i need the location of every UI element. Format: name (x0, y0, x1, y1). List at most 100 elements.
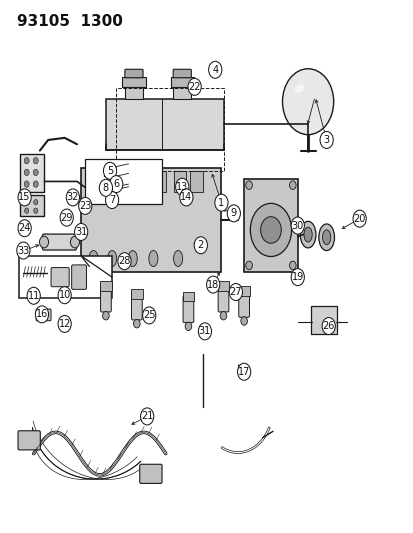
Text: 6: 6 (113, 179, 119, 189)
FancyBboxPatch shape (218, 285, 228, 312)
Text: 23: 23 (79, 201, 91, 211)
FancyBboxPatch shape (18, 431, 40, 450)
Circle shape (33, 158, 38, 164)
Circle shape (206, 276, 219, 293)
Text: 9: 9 (230, 208, 236, 219)
Circle shape (290, 217, 304, 234)
Ellipse shape (294, 84, 304, 93)
Text: 31: 31 (75, 227, 87, 237)
Text: 21: 21 (141, 411, 153, 422)
Circle shape (58, 287, 71, 304)
Circle shape (60, 209, 73, 226)
Circle shape (188, 78, 201, 95)
Text: 1: 1 (218, 198, 224, 208)
FancyBboxPatch shape (51, 268, 69, 287)
Circle shape (290, 269, 304, 286)
Circle shape (185, 322, 191, 330)
Text: 29: 29 (60, 213, 73, 223)
Circle shape (245, 181, 252, 189)
Ellipse shape (128, 251, 137, 266)
FancyBboxPatch shape (173, 87, 191, 99)
Text: 25: 25 (142, 310, 155, 320)
FancyBboxPatch shape (182, 292, 194, 301)
FancyBboxPatch shape (91, 171, 104, 192)
Circle shape (24, 199, 28, 205)
FancyBboxPatch shape (106, 99, 223, 150)
FancyBboxPatch shape (71, 265, 86, 289)
Circle shape (109, 175, 123, 192)
FancyBboxPatch shape (217, 281, 229, 290)
Circle shape (24, 169, 29, 175)
Text: 3: 3 (323, 135, 329, 145)
Text: 24: 24 (19, 223, 31, 233)
FancyBboxPatch shape (311, 306, 336, 334)
FancyBboxPatch shape (42, 234, 76, 250)
FancyBboxPatch shape (19, 256, 112, 298)
Circle shape (24, 208, 28, 213)
Circle shape (18, 220, 31, 237)
Circle shape (33, 169, 38, 175)
FancyBboxPatch shape (100, 281, 112, 290)
Circle shape (179, 189, 192, 206)
Text: 18: 18 (206, 280, 219, 289)
Circle shape (245, 261, 252, 270)
Circle shape (289, 181, 295, 189)
Text: 17: 17 (237, 367, 250, 377)
Text: 30: 30 (291, 221, 303, 231)
Circle shape (240, 317, 247, 325)
Circle shape (118, 253, 131, 270)
Text: 33: 33 (17, 246, 29, 255)
Circle shape (250, 204, 291, 256)
Circle shape (33, 208, 38, 213)
FancyBboxPatch shape (173, 171, 186, 192)
FancyBboxPatch shape (81, 168, 221, 272)
Text: 5: 5 (107, 166, 113, 176)
FancyBboxPatch shape (85, 159, 161, 204)
Circle shape (18, 189, 31, 206)
FancyBboxPatch shape (100, 285, 111, 312)
FancyBboxPatch shape (122, 77, 145, 87)
Circle shape (319, 132, 332, 149)
Circle shape (220, 311, 226, 320)
Circle shape (27, 287, 40, 304)
FancyBboxPatch shape (244, 179, 297, 272)
FancyBboxPatch shape (238, 286, 249, 296)
Circle shape (17, 242, 30, 259)
FancyBboxPatch shape (190, 171, 202, 192)
Text: 22: 22 (188, 82, 200, 92)
Circle shape (175, 178, 188, 195)
FancyBboxPatch shape (183, 295, 193, 322)
Circle shape (102, 311, 109, 320)
Circle shape (352, 210, 366, 227)
Text: 93105  1300: 93105 1300 (17, 14, 123, 29)
Circle shape (142, 307, 155, 324)
Text: 11: 11 (28, 290, 40, 301)
Ellipse shape (303, 227, 311, 242)
Circle shape (260, 216, 280, 243)
FancyBboxPatch shape (131, 289, 142, 298)
Circle shape (140, 408, 153, 425)
Circle shape (282, 69, 333, 135)
Circle shape (133, 319, 140, 328)
Circle shape (289, 261, 295, 270)
Circle shape (237, 364, 250, 380)
FancyBboxPatch shape (21, 154, 44, 192)
Ellipse shape (89, 251, 98, 266)
Circle shape (24, 158, 29, 164)
Circle shape (194, 237, 207, 254)
Text: 4: 4 (212, 65, 218, 75)
FancyBboxPatch shape (170, 77, 193, 87)
Circle shape (35, 306, 48, 323)
Ellipse shape (322, 230, 330, 245)
Circle shape (39, 236, 48, 248)
Text: 13: 13 (176, 182, 188, 192)
Ellipse shape (107, 251, 116, 266)
Text: 2: 2 (197, 240, 204, 250)
FancyBboxPatch shape (36, 309, 51, 321)
Circle shape (321, 318, 335, 335)
Circle shape (74, 223, 88, 240)
Text: 20: 20 (353, 214, 365, 224)
Circle shape (33, 199, 38, 205)
Circle shape (70, 236, 79, 248)
Circle shape (103, 163, 116, 179)
